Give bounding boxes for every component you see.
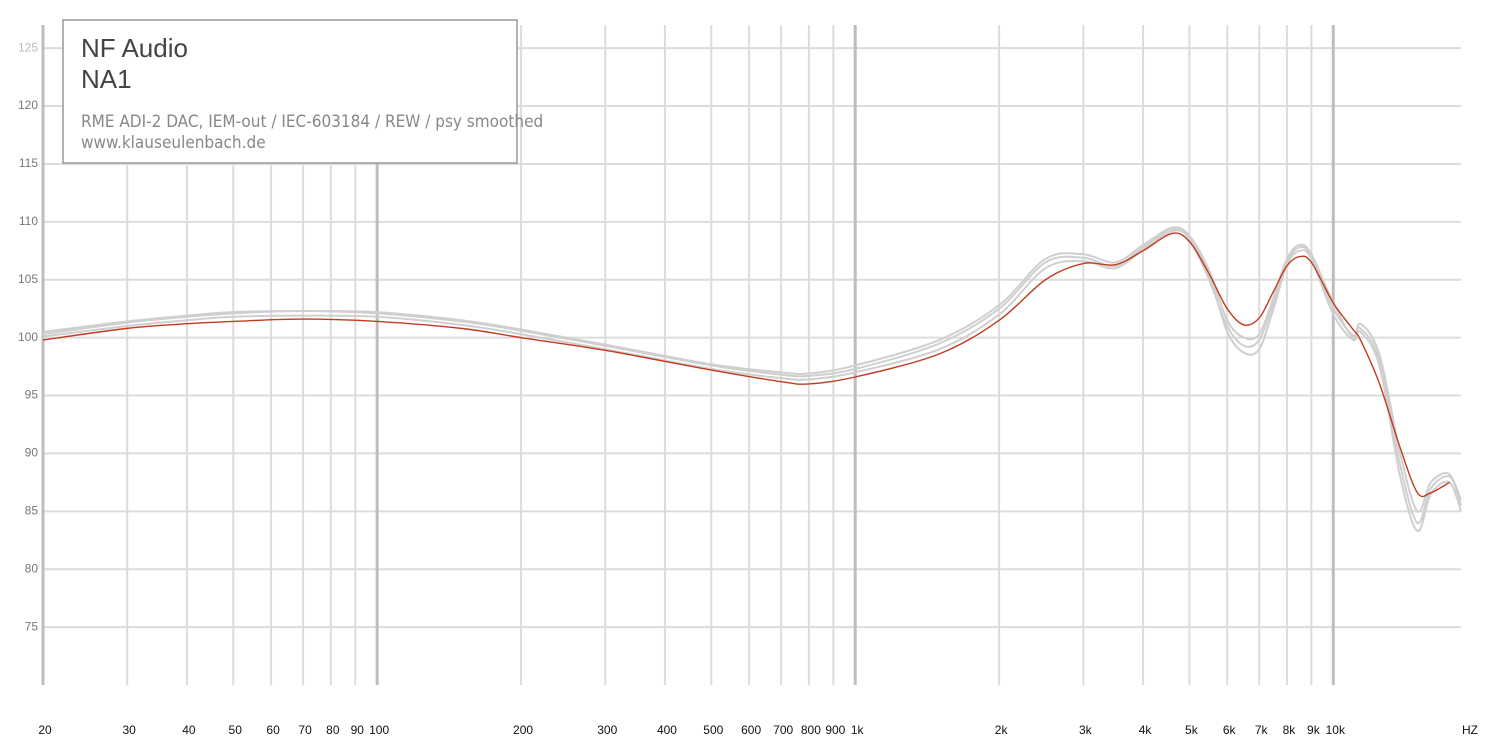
x-tick-label: 4k xyxy=(1139,723,1153,737)
y-tick-label: 125 xyxy=(18,40,38,54)
response-curve xyxy=(42,226,1462,513)
x-tick-label: 80 xyxy=(326,723,340,737)
info-box-frame xyxy=(62,19,518,164)
x-tick-label: 90 xyxy=(351,723,365,737)
labels: 75 80 85 90 95 100 105 110 115 120 125 20 30 40 50 60 70… xyxy=(18,40,1478,737)
x-tick-label: 60 xyxy=(266,723,280,737)
y-tick-label: 80 xyxy=(25,561,39,575)
x-tick-label: 20 xyxy=(38,723,52,737)
x-tick-label: 800 xyxy=(801,723,821,737)
x-tick-label: 30 xyxy=(123,723,137,737)
response-curve xyxy=(42,232,1450,498)
x-tick-label: 1k xyxy=(851,723,865,737)
response-curve xyxy=(42,229,1462,533)
note: RME ADI-2 DAC, IEM-out / IEC-603184 / RE… xyxy=(81,112,543,132)
y-tick-label: 110 xyxy=(19,214,38,228)
curves xyxy=(42,226,1462,533)
note: www.klauseulenbach.de xyxy=(81,133,266,153)
x-tick-label: 300 xyxy=(597,723,617,737)
y-tick-label: 120 xyxy=(18,98,38,112)
y-tick-label: 105 xyxy=(18,272,38,286)
x-tick-label: 70 xyxy=(298,723,312,737)
y-tick-label: 95 xyxy=(25,388,39,402)
x-tick-label: 9k xyxy=(1307,723,1321,737)
x-tick-label: 6k xyxy=(1223,723,1237,737)
x-tick-label: 10k xyxy=(1326,723,1346,737)
x-tick-label: 400 xyxy=(657,723,677,737)
response-curve xyxy=(42,227,1462,524)
y-tick-label: 75 xyxy=(25,619,39,633)
x-tick-label: 3k xyxy=(1079,723,1093,737)
y-tick-label: 90 xyxy=(25,446,39,460)
x-tick-label: 200 xyxy=(513,723,533,737)
x-tick-label: 700 xyxy=(773,723,793,737)
chart-subtitle: NA1 xyxy=(81,64,132,94)
x-tick-label: 5k xyxy=(1185,723,1199,737)
y-tick-label: 85 xyxy=(25,503,39,517)
x-tick-label: 40 xyxy=(182,723,196,737)
x-tick-label: 100 xyxy=(369,723,389,737)
x-tick-label: 50 xyxy=(229,723,243,737)
x-tick-label: 600 xyxy=(741,723,761,737)
x-axis-label: HZ xyxy=(1462,723,1478,737)
x-tick-label: 2k xyxy=(995,723,1009,737)
y-tick-label: 100 xyxy=(18,330,38,344)
x-tick-label: 900 xyxy=(825,723,845,737)
x-tick-label: 500 xyxy=(703,723,723,737)
y-tick-label: 115 xyxy=(19,156,38,170)
x-tick-label: 7k xyxy=(1255,723,1269,737)
chart-title: NF Audio xyxy=(81,33,188,63)
x-tick-label: 8k xyxy=(1283,723,1297,737)
info-box: NF Audio NA1 RME ADI-2 DAC, IEM-out / IE… xyxy=(62,19,543,164)
